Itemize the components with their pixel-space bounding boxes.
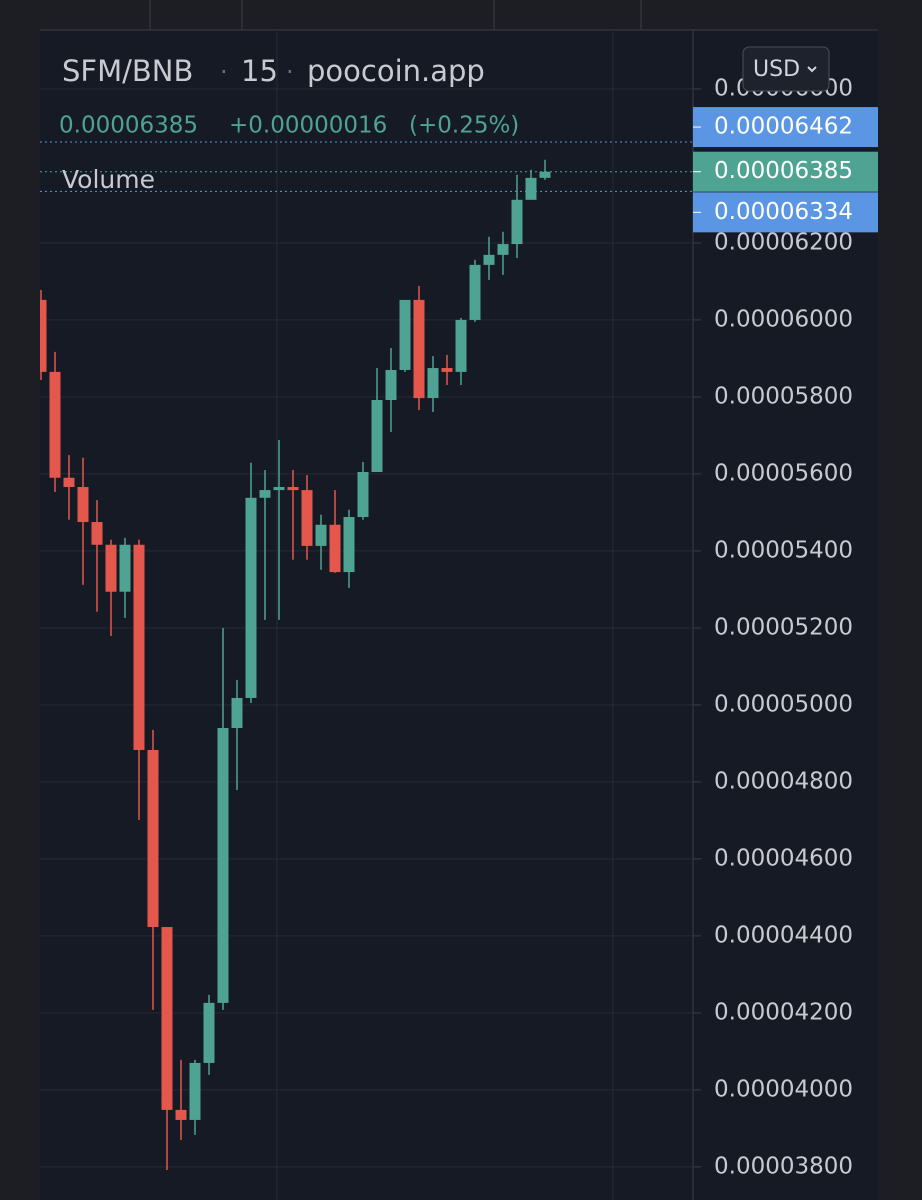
candle-body (315, 524, 327, 546)
y-tick-label: 0.00004600 (714, 845, 853, 871)
legend-change: +0.00000016 (229, 113, 387, 139)
symbol: SFM/BNB (62, 54, 193, 88)
candle-body (175, 1109, 187, 1120)
y-tick-label: 0.00005600 (714, 460, 853, 486)
y-tick-label: 0.00004200 (714, 999, 853, 1025)
candle-body (357, 471, 369, 518)
separator: · (220, 58, 228, 86)
currency-button[interactable] (742, 46, 830, 92)
y-tick-label: 0.00003800 (714, 1153, 853, 1179)
price-label: 0.00006334 (714, 199, 853, 225)
candle-body (161, 927, 173, 1110)
price-label-box (693, 151, 878, 192)
candle-body (483, 254, 495, 265)
y-tick-label: 0.00004000 (714, 1076, 853, 1102)
y-tick-label: 0.00005000 (714, 691, 853, 717)
interval: 15 (241, 54, 278, 88)
candle-body (399, 299, 411, 370)
candle-body (91, 522, 103, 545)
candle-body (343, 517, 355, 573)
source: poocoin.app (307, 54, 485, 88)
chevron[interactable] (807, 66, 817, 73)
candle-body (301, 490, 313, 546)
candle-body (259, 490, 271, 498)
candle-body (287, 487, 299, 491)
price-label-box (693, 192, 878, 233)
legend-change-pct: (+0.25%) (409, 113, 519, 139)
y-tick-label: 0.00006000 (714, 306, 853, 332)
candle-body (525, 177, 537, 200)
candle-body (511, 199, 523, 245)
candle-body (119, 544, 131, 592)
candle-body (63, 477, 75, 488)
candle-body (245, 497, 257, 698)
candle-body (441, 368, 453, 372)
candle-body (469, 264, 481, 320)
y-tick-label: 0.00004800 (714, 768, 853, 794)
candle-body (133, 544, 145, 750)
candle-body (539, 171, 551, 178)
candle-body (189, 1062, 201, 1120)
candle-body (105, 544, 117, 592)
candle-body (147, 749, 159, 928)
candle-body (217, 728, 229, 1003)
candle-body (40, 299, 47, 372)
legend-last: 0.00006385 (59, 113, 198, 139)
candle-body (385, 369, 397, 400)
currency[interactable]: USD (753, 57, 800, 82)
y-tick-label: 0.00006200 (714, 229, 853, 255)
candle-body (77, 487, 89, 523)
volume-label: Volume (62, 165, 155, 194)
y-tick-label: 0.00004400 (714, 922, 853, 948)
candle-body (329, 524, 341, 573)
candle-body (273, 487, 285, 491)
candle-body (49, 371, 61, 478)
y-tick-label: 0.00005200 (714, 614, 853, 640)
candle-body (497, 244, 509, 255)
candle-body (455, 319, 467, 372)
top-tabs (40, 0, 878, 31)
price-label-box (693, 107, 878, 148)
y-tick-label: 0.00005800 (714, 383, 853, 409)
separator: · (286, 58, 294, 86)
price-label: 0.00006385 (714, 158, 853, 184)
candle-body (203, 1002, 215, 1063)
candle-body (371, 400, 383, 472)
candle-body (413, 299, 425, 399)
y-tick-label: 0.00005400 (714, 537, 853, 563)
candle-body (231, 697, 243, 729)
price-label: 0.00006462 (714, 114, 853, 140)
candle-body (427, 368, 439, 399)
